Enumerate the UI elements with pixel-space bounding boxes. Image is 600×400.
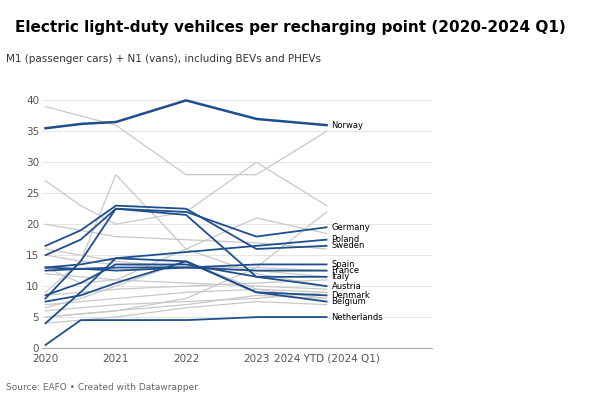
Text: Italy: Italy	[332, 272, 350, 281]
Text: Germany: Germany	[332, 223, 370, 232]
Text: Belgium: Belgium	[332, 297, 366, 306]
Text: Sweden: Sweden	[332, 241, 365, 250]
Text: France: France	[332, 266, 359, 275]
Text: Spain: Spain	[332, 260, 355, 269]
Text: M1 (passenger cars) + N1 (vans), including BEVs and PHEVs: M1 (passenger cars) + N1 (vans), includi…	[6, 54, 321, 64]
Text: Source: EAFO • Created with Datawrapper: Source: EAFO • Created with Datawrapper	[6, 383, 198, 392]
Text: Austria: Austria	[332, 282, 361, 290]
Text: Norway: Norway	[332, 121, 364, 130]
Text: Electric light-duty vehilces per recharging point (2020-2024 Q1): Electric light-duty vehilces per recharg…	[15, 20, 565, 36]
Text: Netherlands: Netherlands	[332, 312, 383, 322]
Text: Denmark: Denmark	[332, 291, 370, 300]
Text: Poland: Poland	[332, 235, 360, 244]
